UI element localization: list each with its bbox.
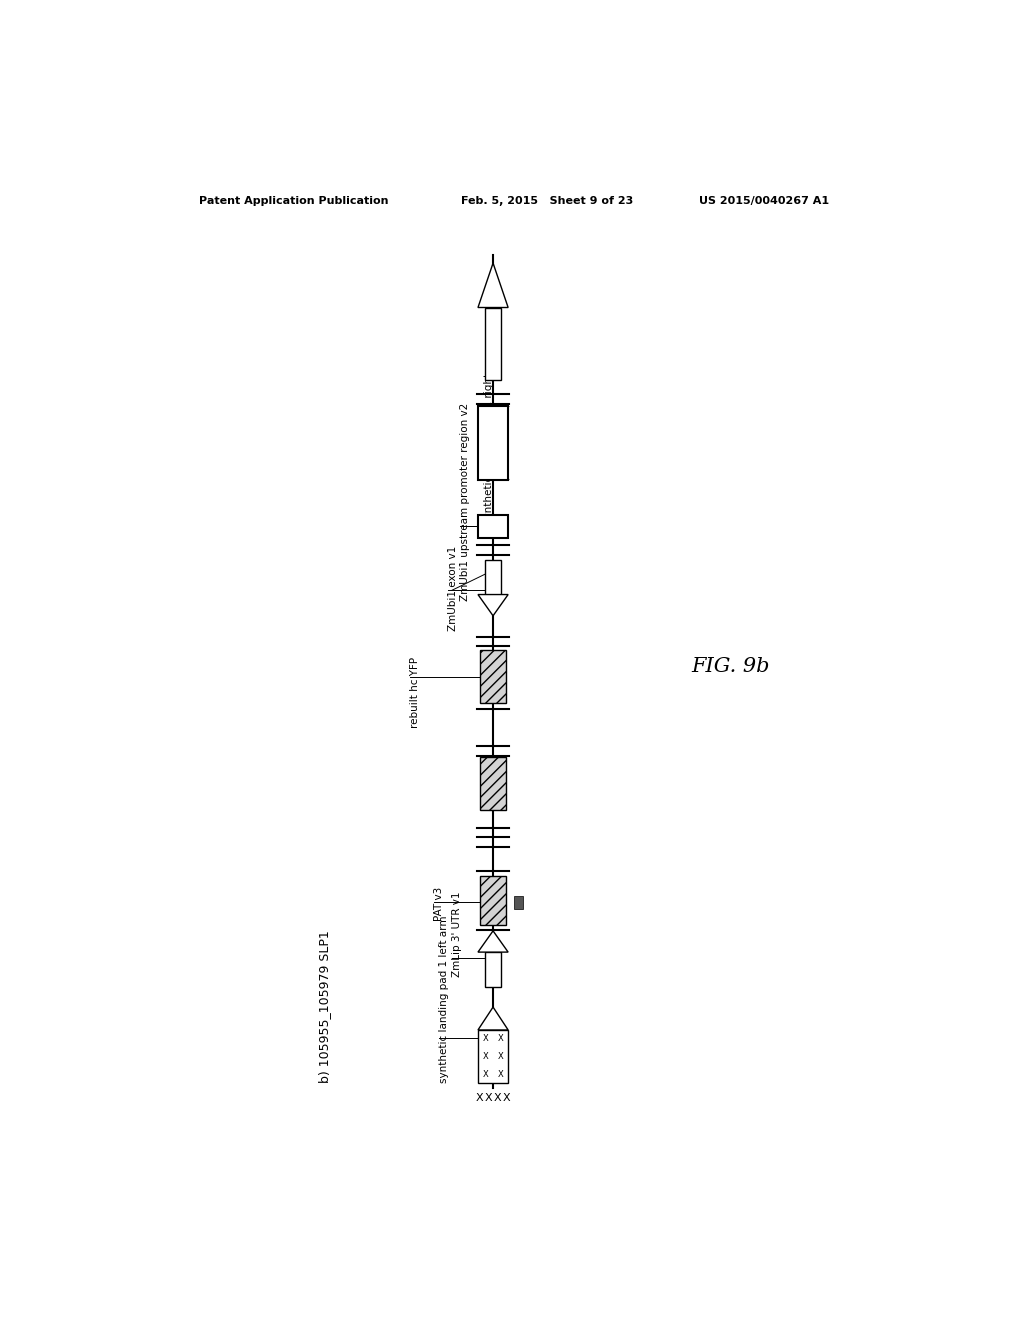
Bar (514, 896, 523, 908)
Text: ZmUbi1 upstream promoter region v2: ZmUbi1 upstream promoter region v2 (460, 403, 470, 601)
Text: X: X (482, 1035, 488, 1043)
Text: X: X (498, 1071, 504, 1078)
Text: Patent Application Publication: Patent Application Publication (200, 197, 389, 206)
Text: synthetic landing pad 1 left arm: synthetic landing pad 1 left arm (439, 916, 450, 1084)
Text: US 2015/0040267 A1: US 2015/0040267 A1 (699, 197, 829, 206)
Polygon shape (478, 931, 508, 952)
Bar (484, 308, 502, 380)
Text: X: X (503, 1093, 510, 1104)
Bar (478, 1030, 508, 1084)
Polygon shape (478, 263, 508, 308)
Bar (478, 407, 508, 479)
Text: ZmLip 3' UTR v1: ZmLip 3' UTR v1 (452, 891, 462, 977)
Text: X: X (498, 1035, 504, 1043)
Text: synthetic landing pad 1 right arm: synthetic landing pad 1 right arm (483, 350, 494, 524)
Text: FIG. 9b: FIG. 9b (691, 657, 770, 676)
Bar (478, 515, 508, 537)
Polygon shape (478, 594, 508, 616)
Text: X: X (482, 1071, 488, 1078)
Text: rebuilt hc YFP: rebuilt hc YFP (410, 656, 420, 727)
Text: X: X (476, 1093, 483, 1104)
Bar (484, 952, 502, 987)
Text: X: X (482, 1052, 488, 1061)
Bar (484, 560, 502, 594)
Text: ZmUbi1 exon v1: ZmUbi1 exon v1 (447, 545, 458, 631)
Text: b) 105955_105979 SLP1: b) 105955_105979 SLP1 (318, 931, 332, 1084)
Text: PAT v3: PAT v3 (433, 887, 443, 921)
Polygon shape (478, 1007, 508, 1030)
Text: X: X (484, 1093, 493, 1104)
Bar (480, 651, 506, 704)
Bar (480, 758, 506, 810)
Text: X: X (498, 1052, 504, 1061)
Text: X: X (494, 1093, 502, 1104)
Text: Feb. 5, 2015   Sheet 9 of 23: Feb. 5, 2015 Sheet 9 of 23 (461, 197, 634, 206)
Bar (480, 876, 506, 925)
